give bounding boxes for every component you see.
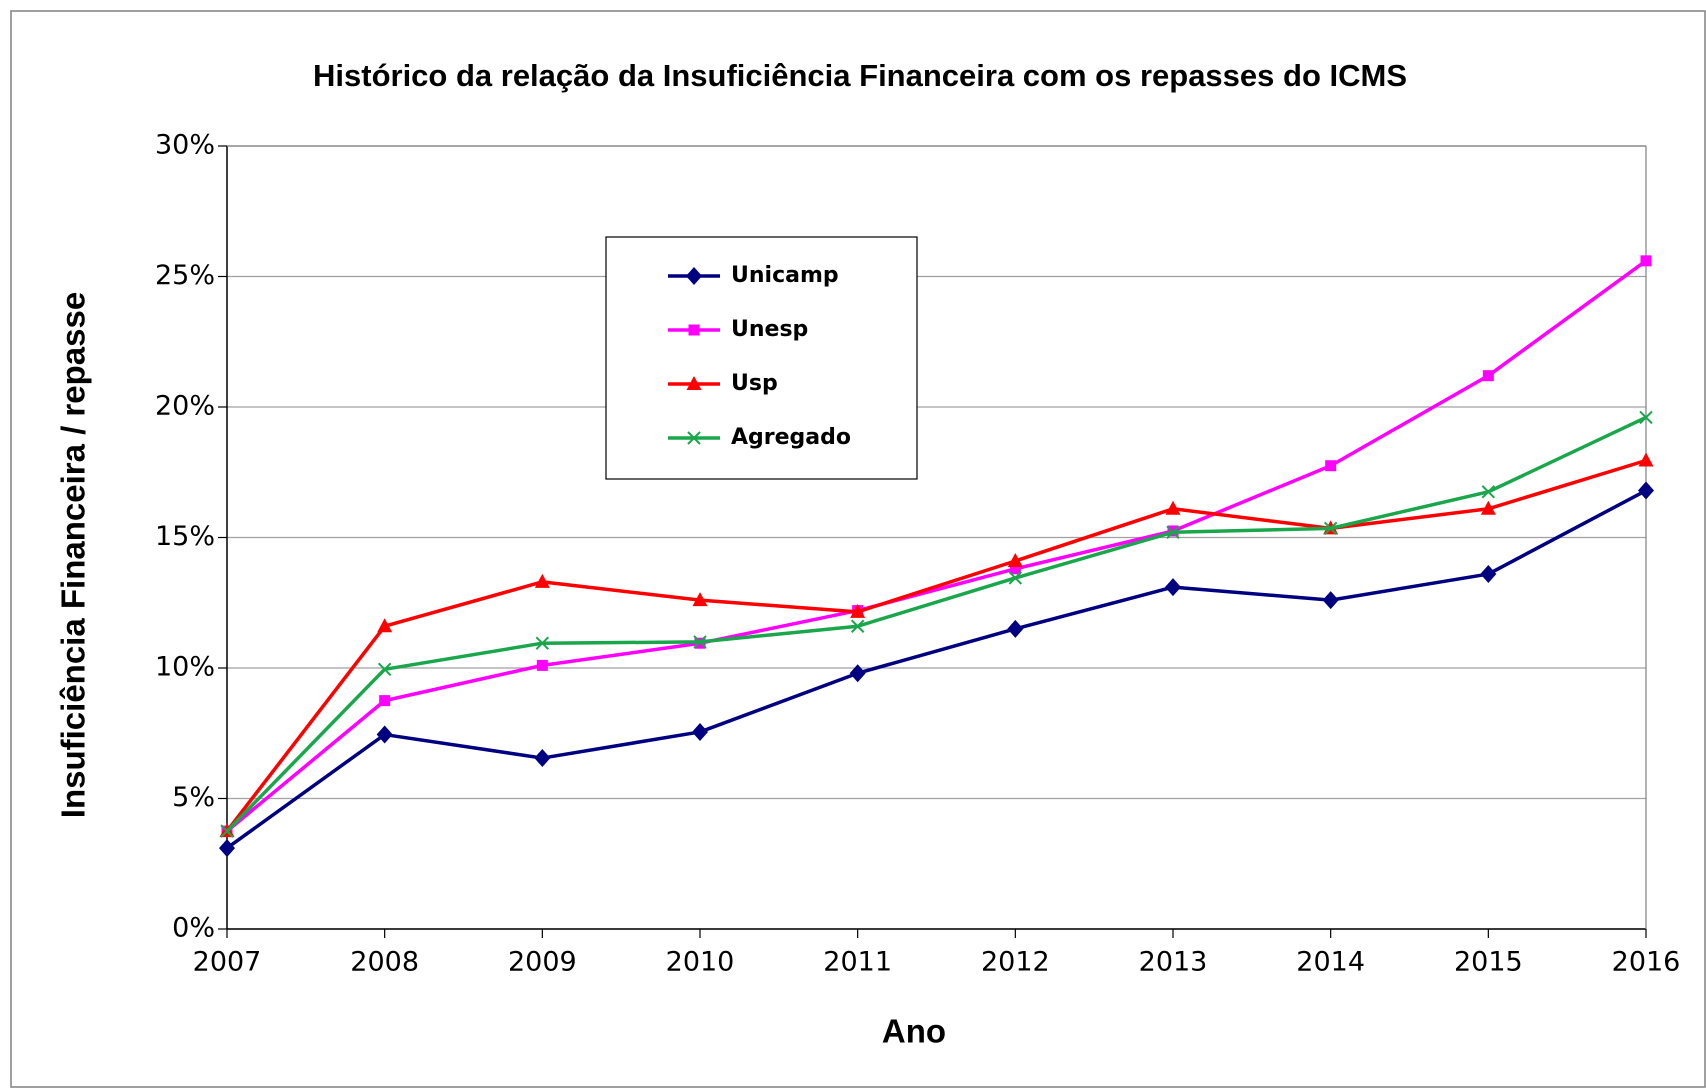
- x-tick-label: 2016: [1612, 947, 1681, 978]
- marker: [377, 662, 392, 677]
- y-tick-label: 10%: [155, 652, 215, 683]
- marker: [1166, 525, 1180, 539]
- legend-label: Usp: [731, 371, 778, 396]
- marker: [1008, 571, 1023, 585]
- x-tick-label: 2011: [823, 947, 892, 978]
- y-tick-label: 25%: [155, 260, 215, 291]
- x-axis-title: Ano: [882, 1013, 946, 1050]
- marker: [1325, 460, 1337, 472]
- marker: [1638, 452, 1654, 467]
- marker: [849, 664, 866, 683]
- x-tick-label: 2012: [981, 947, 1050, 978]
- marker: [1165, 500, 1181, 515]
- marker: [535, 636, 550, 650]
- marker: [1322, 591, 1339, 610]
- marker: [692, 722, 708, 741]
- marker: [219, 839, 235, 858]
- x-tick-label: 2014: [1296, 947, 1365, 978]
- marker: [1480, 565, 1497, 584]
- y-axis-title: Insuficiência Financeira / repasse: [55, 292, 92, 818]
- marker: [1007, 619, 1024, 638]
- x-tick-label: 2013: [1139, 947, 1208, 978]
- y-tick-label: 5%: [172, 782, 215, 813]
- y-tick-label: 15%: [155, 521, 215, 552]
- series-line: [225, 259, 1648, 833]
- marker: [1480, 500, 1496, 515]
- x-tick-label: 2010: [666, 947, 735, 978]
- legend-label: Unesp: [731, 317, 808, 342]
- marker: [1481, 485, 1496, 499]
- marker: [1009, 563, 1021, 575]
- x-tick-label: 2015: [1454, 947, 1523, 978]
- marker: [1482, 370, 1494, 382]
- marker: [1639, 410, 1653, 425]
- series-line: [225, 415, 1647, 833]
- marker: [377, 618, 393, 633]
- legend-box: [605, 236, 918, 480]
- y-tick-label: 0%: [172, 913, 215, 944]
- marker: [220, 824, 234, 838]
- y-tick-label: 20%: [155, 391, 215, 422]
- marker: [376, 725, 393, 744]
- marker: [379, 695, 391, 707]
- marker: [693, 635, 707, 649]
- marker: [1165, 578, 1181, 597]
- marker: [536, 659, 548, 671]
- y-tick-label: 30%: [155, 130, 215, 161]
- marker: [692, 592, 708, 607]
- marker: [1323, 521, 1338, 536]
- marker: [1638, 481, 1654, 500]
- series-line: [225, 458, 1647, 833]
- x-tick-label: 2008: [350, 947, 419, 978]
- legend-label: Agregado: [731, 425, 851, 450]
- marker: [686, 267, 702, 285]
- marker: [1007, 552, 1023, 567]
- legend-label: Unicamp: [731, 263, 839, 288]
- marker: [850, 603, 866, 618]
- marker: [850, 619, 865, 633]
- marker: [686, 376, 702, 390]
- chart-title: Histórico da relação da Insuficiência Fi…: [313, 58, 1407, 93]
- series-line: [225, 488, 1647, 850]
- marker: [534, 749, 551, 768]
- marker: [1640, 255, 1652, 267]
- x-tick-label: 2009: [508, 947, 577, 978]
- marker: [534, 573, 550, 588]
- marker: [688, 324, 700, 336]
- marker: [687, 431, 701, 445]
- x-tick-label: 2007: [193, 947, 262, 978]
